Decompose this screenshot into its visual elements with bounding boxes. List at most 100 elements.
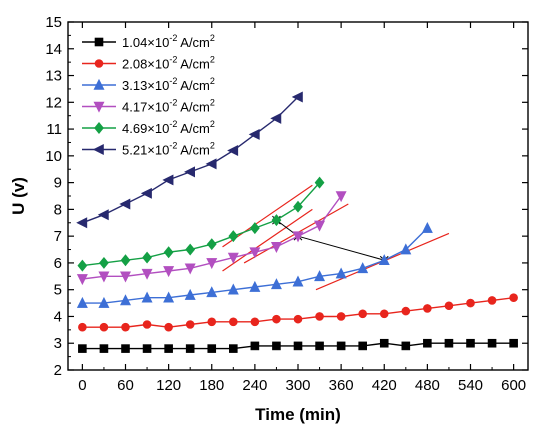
data-point bbox=[228, 230, 239, 243]
data-point bbox=[270, 242, 282, 254]
data-point bbox=[142, 251, 152, 264]
data-point bbox=[227, 283, 239, 295]
data-point bbox=[444, 338, 454, 348]
series-4 bbox=[76, 191, 347, 286]
x-tick-label: 60 bbox=[117, 377, 134, 394]
series-6 bbox=[76, 91, 303, 229]
data-point bbox=[185, 243, 196, 256]
data-point bbox=[229, 344, 238, 353]
data-point bbox=[120, 294, 131, 306]
series-layer bbox=[76, 91, 518, 353]
series-2 bbox=[78, 293, 518, 332]
y-tick-label: 15 bbox=[45, 14, 62, 31]
data-point bbox=[78, 322, 87, 332]
data-point bbox=[358, 341, 367, 351]
y-tick-label: 10 bbox=[45, 148, 62, 165]
data-point bbox=[270, 278, 282, 290]
series-5 bbox=[77, 176, 325, 272]
data-point bbox=[379, 309, 389, 319]
legend-item: 1.04×10-2 A/cm2 bbox=[82, 33, 215, 50]
y-tick-label: 14 bbox=[45, 41, 62, 58]
series-1 bbox=[78, 338, 518, 353]
y-tick-label: 3 bbox=[54, 335, 62, 352]
data-point bbox=[379, 338, 389, 348]
data-point bbox=[164, 344, 173, 353]
data-point bbox=[271, 214, 282, 227]
x-tick-label: 180 bbox=[199, 377, 224, 394]
legend-label: 1.04×10-2 A/cm2 bbox=[122, 33, 215, 50]
data-point bbox=[119, 198, 131, 210]
legend: 1.04×10-2 A/cm2 2.08×10-2 A/cm2 3.13×10-2 … bbox=[82, 33, 215, 158]
y-tick-label: 11 bbox=[46, 121, 62, 138]
x-axis-title: Time (min) bbox=[255, 405, 341, 424]
data-point bbox=[141, 291, 153, 303]
y-tick-label: 4 bbox=[54, 308, 62, 325]
data-point bbox=[162, 174, 174, 186]
legend-marker bbox=[94, 59, 104, 68]
y-tick-label: 6 bbox=[54, 255, 62, 272]
y-tick-label: 9 bbox=[54, 175, 62, 192]
legend-label: 3.13×10-2 A/cm2 bbox=[122, 76, 215, 93]
legend-marker bbox=[94, 37, 104, 47]
data-point bbox=[357, 262, 369, 274]
data-point bbox=[248, 128, 260, 140]
data-point bbox=[509, 293, 518, 303]
data-point bbox=[315, 312, 324, 321]
data-point bbox=[358, 309, 367, 319]
data-point bbox=[163, 291, 175, 303]
legend-label: 4.17×10-2 A/cm2 bbox=[122, 98, 215, 115]
data-point bbox=[292, 275, 304, 287]
data-point bbox=[185, 320, 195, 329]
data-point bbox=[270, 112, 282, 124]
data-point bbox=[185, 344, 195, 353]
data-point bbox=[227, 145, 239, 156]
data-point bbox=[291, 91, 303, 103]
data-point bbox=[335, 191, 347, 203]
legend-item: 3.13×10-2 A/cm2 bbox=[82, 76, 215, 93]
y-tick-label: 2 bbox=[54, 362, 62, 379]
data-point bbox=[121, 344, 130, 353]
y-axis-title: U (v) bbox=[9, 177, 28, 215]
data-point bbox=[487, 338, 497, 348]
tangent-line bbox=[222, 208, 313, 272]
data-point bbox=[400, 243, 412, 255]
data-point bbox=[336, 341, 346, 351]
x-tick-label: 120 bbox=[156, 377, 181, 394]
data-point bbox=[423, 338, 432, 348]
data-point bbox=[121, 322, 130, 332]
data-point bbox=[76, 274, 88, 286]
data-point bbox=[205, 158, 217, 170]
data-point bbox=[444, 301, 454, 311]
series-3 bbox=[76, 221, 433, 308]
data-point bbox=[227, 252, 239, 264]
legend-marker bbox=[94, 122, 104, 134]
data-point bbox=[421, 221, 433, 233]
data-point bbox=[249, 280, 261, 292]
data-point bbox=[163, 246, 174, 259]
legend-marker bbox=[93, 101, 105, 113]
data-point bbox=[76, 217, 88, 229]
data-point bbox=[78, 344, 87, 353]
data-point bbox=[99, 322, 109, 332]
series-line bbox=[82, 227, 428, 304]
legend-item: 4.17×10-2 A/cm2 bbox=[82, 98, 215, 115]
data-point bbox=[401, 341, 411, 351]
legend-marker bbox=[92, 144, 104, 155]
data-point bbox=[141, 268, 153, 280]
x-tick-label: 360 bbox=[329, 377, 354, 394]
data-point bbox=[206, 238, 217, 251]
y-tick-label: 13 bbox=[45, 68, 62, 85]
data-point bbox=[292, 231, 304, 243]
data-point bbox=[423, 304, 432, 313]
data-point bbox=[315, 341, 324, 351]
data-point bbox=[378, 254, 390, 266]
data-point bbox=[120, 271, 131, 283]
data-point bbox=[250, 341, 260, 351]
data-point bbox=[207, 317, 217, 327]
data-point bbox=[509, 338, 518, 348]
y-tick-label: 7 bbox=[54, 228, 62, 245]
data-point bbox=[77, 259, 88, 272]
data-point bbox=[314, 270, 326, 282]
data-point bbox=[314, 176, 325, 189]
